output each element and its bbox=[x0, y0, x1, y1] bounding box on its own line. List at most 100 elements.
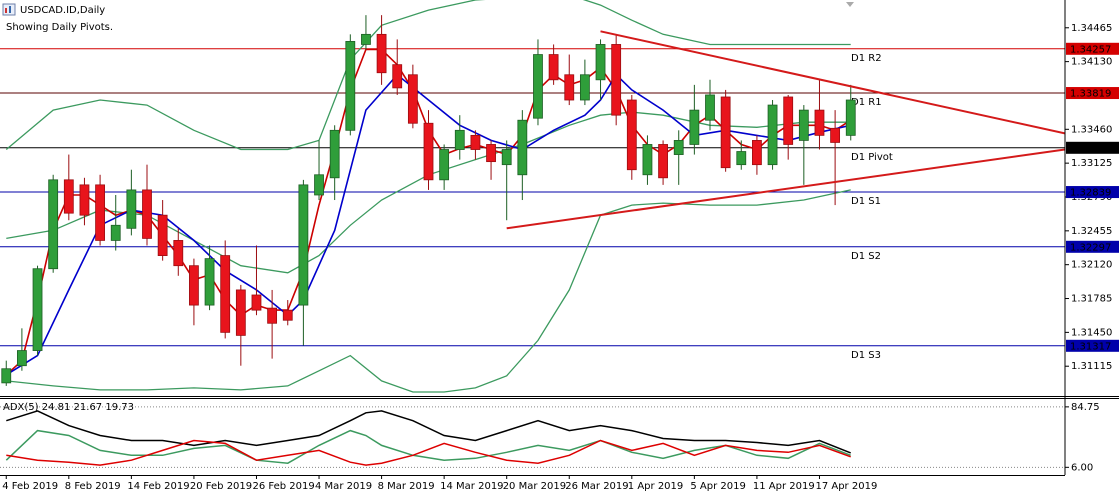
candle-body bbox=[220, 255, 231, 333]
candle-body bbox=[189, 265, 199, 306]
candle-body bbox=[110, 224, 121, 241]
y-tick-label: 1.33125 bbox=[1071, 158, 1112, 169]
candle-body bbox=[642, 144, 653, 176]
y-tick-label: 1.32120 bbox=[1071, 260, 1112, 271]
candle-body bbox=[720, 96, 731, 169]
candle-body bbox=[251, 294, 262, 311]
y-tick-label: 1.34465 bbox=[1071, 23, 1112, 34]
adx-panel bbox=[0, 406, 1065, 468]
y-tick-label: 1.31115 bbox=[1071, 361, 1112, 372]
indicator-line bbox=[6, 410, 851, 454]
y-tick-label: 84.75 bbox=[1071, 402, 1100, 413]
overlay-line bbox=[5, 73, 851, 376]
candle-body bbox=[548, 54, 559, 81]
x-tick-label: 11 Apr 2019 bbox=[753, 481, 815, 492]
x-tick-label: 4 Feb 2019 bbox=[2, 481, 58, 492]
pivot-label: D1 Pivot bbox=[851, 152, 893, 163]
x-tick-label: 5 Apr 2019 bbox=[690, 481, 745, 492]
window-icon bbox=[2, 3, 16, 16]
y-tick-label: 1.31450 bbox=[1071, 327, 1112, 338]
x-tick-label: 14 Mar 2019 bbox=[440, 481, 503, 492]
chart-subtitle: Showing Daily Pivots. bbox=[6, 22, 113, 33]
pivot-label: D1 S3 bbox=[851, 350, 881, 361]
indicator-title: ADX(5) 24.81 21.67 19.73 bbox=[3, 402, 134, 413]
candle-body bbox=[423, 122, 434, 181]
price-box-label: 1.31317 bbox=[1070, 341, 1111, 352]
y-tick-label: 1.31785 bbox=[1071, 294, 1112, 305]
candle-body bbox=[63, 179, 74, 214]
price-box bbox=[1066, 339, 1119, 352]
candle-body bbox=[298, 184, 309, 306]
x-tick-label: 8 Mar 2019 bbox=[378, 481, 435, 492]
x-tick-label: 26 Feb 2019 bbox=[252, 481, 314, 492]
x-tick-label: 17 Apr 2019 bbox=[815, 481, 877, 492]
overlay-line bbox=[5, 0, 851, 151]
chart-title: USDCAD.ID,Daily bbox=[20, 5, 105, 16]
candle-body bbox=[830, 127, 841, 143]
pivot-label: D1 S2 bbox=[851, 251, 881, 262]
price-panel: D1 R2 D1 R1 D1 Pivot D1 S1 D1 S2 D1 S3 bbox=[0, 0, 1065, 393]
price-box-label: 1.33819 bbox=[1070, 89, 1111, 100]
candle-body bbox=[407, 74, 418, 124]
price-box-label: 1.34257 bbox=[1070, 44, 1111, 55]
candle-body bbox=[470, 134, 481, 150]
price-box bbox=[1066, 42, 1119, 55]
candle-body bbox=[376, 33, 387, 74]
candle-body bbox=[16, 350, 27, 367]
candle-body bbox=[126, 189, 137, 229]
candle-body bbox=[689, 109, 700, 145]
price-box bbox=[1066, 186, 1119, 199]
candle-body bbox=[736, 151, 747, 166]
candle-body bbox=[626, 99, 637, 171]
indicator-line bbox=[6, 439, 851, 466]
candle-body bbox=[282, 309, 293, 321]
price-box bbox=[1066, 87, 1119, 100]
candle-body bbox=[767, 104, 778, 166]
candle-body bbox=[95, 184, 105, 241]
candle-body bbox=[705, 94, 715, 121]
candle-body bbox=[845, 99, 856, 136]
y-tick-label: 1.34130 bbox=[1071, 57, 1112, 68]
x-tick-label: 20 Mar 2019 bbox=[503, 481, 566, 492]
candle-body bbox=[235, 289, 246, 336]
candle-body bbox=[517, 119, 528, 176]
pivot-label: D1 R1 bbox=[851, 97, 882, 108]
price-box bbox=[1066, 141, 1119, 154]
candle-body bbox=[173, 240, 184, 267]
price-box-label: 1.32839 bbox=[1070, 188, 1111, 199]
x-tick-label: 1 Apr 2019 bbox=[628, 481, 683, 492]
shift-marker bbox=[846, 2, 854, 7]
candle-body bbox=[32, 268, 43, 351]
candle-body bbox=[329, 129, 340, 179]
candle-body bbox=[564, 74, 575, 101]
candle-body bbox=[658, 144, 668, 179]
candle-body bbox=[501, 149, 512, 166]
candle-body bbox=[752, 140, 762, 166]
y-tick-label: 6.00 bbox=[1071, 462, 1093, 473]
y-tick-label: 1.32455 bbox=[1071, 226, 1112, 237]
x-tick-label: 26 Mar 2019 bbox=[565, 481, 628, 492]
price-box-label: 1.32297 bbox=[1070, 242, 1111, 253]
candle-body bbox=[204, 258, 215, 306]
trend-line bbox=[600, 30, 1065, 135]
candle-body bbox=[345, 41, 356, 131]
candle-body bbox=[798, 109, 809, 141]
x-tick-label: 20 Feb 2019 bbox=[190, 481, 252, 492]
x-tick-label: 14 Feb 2019 bbox=[127, 481, 189, 492]
candle-body bbox=[439, 149, 450, 181]
x-tick-label: 4 Mar 2019 bbox=[315, 481, 372, 492]
candle-body bbox=[79, 184, 90, 216]
candle-body bbox=[595, 44, 606, 81]
candle-body bbox=[361, 33, 371, 45]
candle-body bbox=[579, 74, 590, 101]
x-tick-label: 8 Feb 2019 bbox=[65, 481, 121, 492]
candle-body bbox=[533, 54, 543, 119]
candle-body bbox=[1, 368, 12, 384]
candle-body bbox=[611, 44, 622, 116]
candle-body bbox=[486, 144, 496, 163]
trend-line bbox=[506, 148, 1065, 230]
candle-body bbox=[142, 189, 152, 239]
pivot-label: D1 R2 bbox=[851, 53, 882, 64]
price-box-label: 1.33277 bbox=[1070, 143, 1111, 154]
